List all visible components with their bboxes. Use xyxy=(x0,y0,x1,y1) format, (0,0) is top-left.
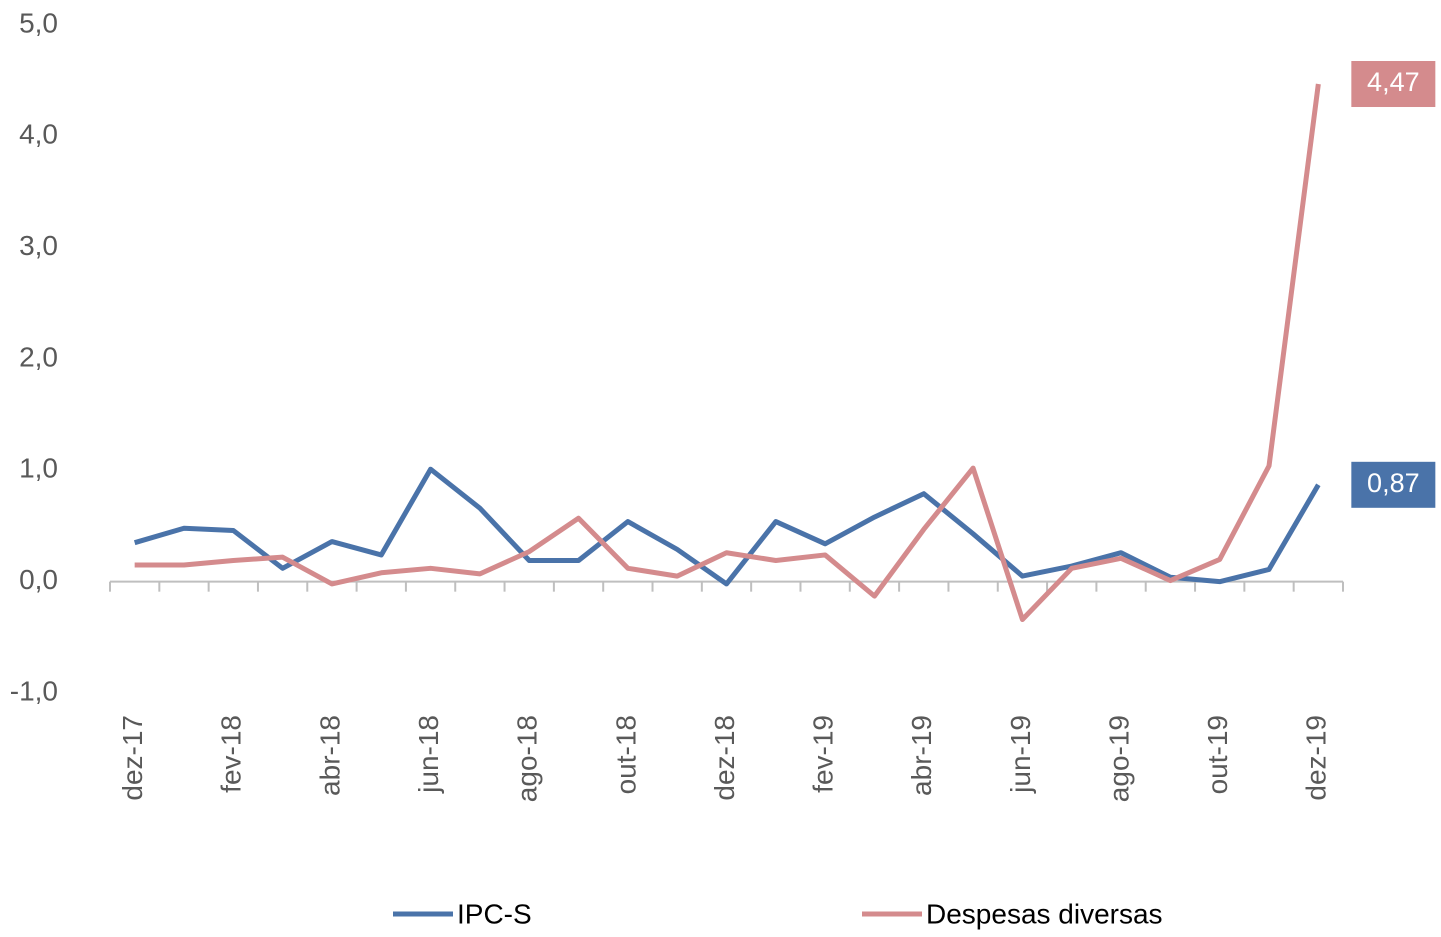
x-tick-label: ago-19 xyxy=(1103,715,1134,802)
x-tick-label: jun-19 xyxy=(1005,715,1036,794)
x-tick-label: out-18 xyxy=(610,715,641,794)
y-tick-label: 3,0 xyxy=(19,230,58,261)
series-line xyxy=(133,466,1321,587)
x-tick-label: jun-18 xyxy=(413,715,444,794)
y-tick-label: -1,0 xyxy=(10,675,58,706)
y-tick-label: 1,0 xyxy=(19,453,58,484)
y-tick-label: 2,0 xyxy=(19,341,58,372)
x-tick-label: fev-19 xyxy=(808,715,839,793)
x-tick-label: ago-18 xyxy=(512,715,543,802)
value-label-box xyxy=(1351,61,1436,108)
x-tick-label: out-19 xyxy=(1202,715,1233,794)
y-tick-label: 5,0 xyxy=(19,7,58,38)
y-tick-label: 0,0 xyxy=(19,564,58,595)
value-label: 0,87 xyxy=(1367,468,1420,498)
x-tick-label: fev-18 xyxy=(216,715,247,793)
x-tick-label: dez-18 xyxy=(709,715,740,801)
value-label: 4,47 xyxy=(1367,67,1420,97)
x-tick-label: dez-17 xyxy=(117,715,148,801)
series-line xyxy=(134,83,1321,623)
x-tick-label: abr-19 xyxy=(906,715,937,796)
y-tick-label: 4,0 xyxy=(19,119,58,150)
legend-label: Despesas diversas xyxy=(926,898,1163,929)
value-label-box xyxy=(1351,461,1436,508)
legend-label: IPC-S xyxy=(457,898,532,929)
x-tick-label: abr-18 xyxy=(314,715,345,796)
x-tick-label: dez-19 xyxy=(1301,715,1332,801)
